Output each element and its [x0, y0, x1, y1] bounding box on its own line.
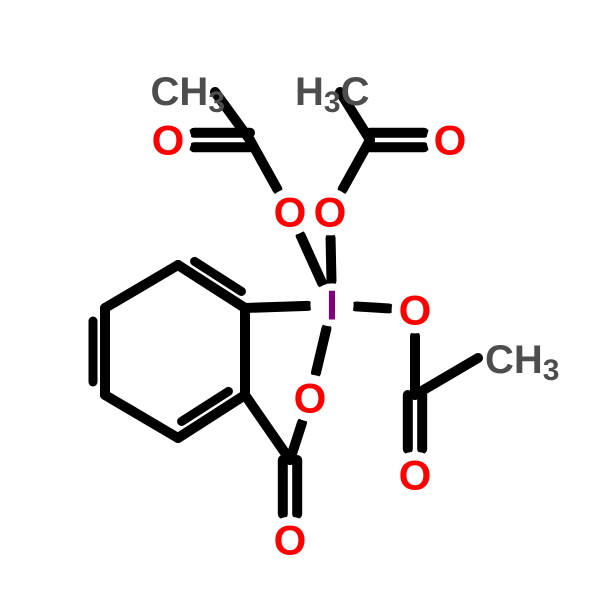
atom-label-O_dbl3: O [399, 452, 432, 499]
bond-single [331, 238, 332, 281]
chemical-structure-diagram: IOOOOOCH3OH3COCH3O [0, 0, 600, 600]
atom-label-O_rt: O [399, 287, 432, 334]
bond-single [245, 306, 308, 308]
atom-label-O_lact: O [274, 517, 307, 564]
atom-label-O_up2: O [314, 189, 347, 236]
atom-label-O_ring: O [294, 375, 327, 422]
bond-single [356, 306, 389, 308]
atom-label-O_dbl1: O [152, 117, 185, 164]
atom-label-I: I [326, 282, 338, 329]
atom-label-O_up1: O [274, 189, 307, 236]
atom-label-O_dbl2: O [434, 117, 467, 164]
